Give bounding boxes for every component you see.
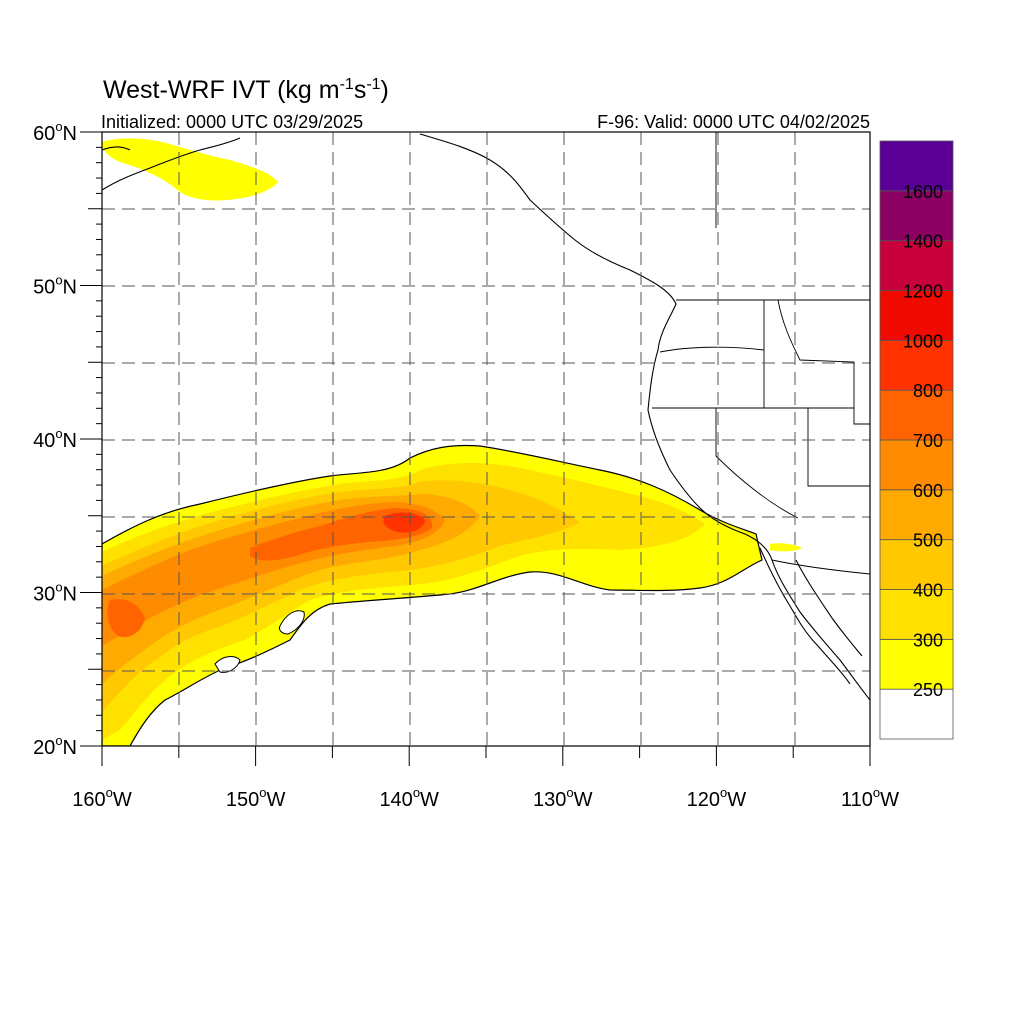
colorbar-box (879, 140, 954, 192)
colorbar-label: 500 (913, 531, 943, 551)
x-tick-label: 110oW (841, 785, 899, 811)
wa-or-border (659, 346, 765, 353)
us-mexico-border (771, 559, 870, 575)
colorbar-box (879, 190, 954, 242)
y-tick-label: 60oN (33, 119, 77, 145)
baja-coastline (759, 547, 851, 685)
y-tick-label: 50oN (33, 273, 77, 299)
coastlines (102, 133, 870, 701)
colorbar-box (879, 290, 954, 341)
ivt-800-area (383, 512, 425, 533)
colorbar-label: 400 (913, 581, 943, 601)
y-tick-label: 30oN (33, 580, 77, 606)
ivt-shading (102, 138, 802, 746)
axis-ticks (80, 131, 871, 766)
x-tick-label: 150oW (226, 785, 286, 811)
colorbar-box (879, 439, 954, 491)
valid-label: F-96: Valid: 0000 UTC 04/02/2025 (597, 112, 870, 132)
x-tick-label: 160oW (72, 785, 132, 811)
ivt-hole-2 (214, 656, 241, 673)
colorbar-box (879, 240, 954, 291)
graticule (102, 132, 870, 746)
colorbar-box (879, 688, 954, 740)
map-area (102, 132, 870, 746)
colorbar-box (879, 339, 954, 391)
colorbar-label: 1400 (903, 232, 943, 252)
nv-ut-border (807, 408, 870, 487)
pacific-coastline (419, 133, 870, 701)
y-tick-label: 20oN (33, 733, 77, 759)
y-tick-label: 40oN (33, 426, 77, 452)
colorbar-label: 1600 (903, 182, 943, 202)
colorbar-label: 250 (913, 680, 943, 700)
colorbar-box (879, 589, 954, 640)
ivt-250-alaska (102, 138, 278, 201)
colorbar-label: 300 (913, 630, 943, 650)
ivt-700-area-west (107, 598, 145, 638)
x-tick-label: 130oW (533, 785, 593, 811)
id-mt-border (777, 299, 870, 425)
x-axis-labels: 160oW 150oW 140oW 130oW 120oW 110oW (72, 785, 899, 811)
colorbar-label: 800 (913, 381, 943, 401)
colorbar-box (879, 539, 954, 590)
x-tick-label: 120oW (687, 785, 747, 811)
colorbar-box (879, 389, 954, 441)
ivt-hole-1 (279, 610, 305, 635)
alaska-coast (102, 137, 241, 191)
colorbar-label: 600 (913, 481, 943, 501)
colorbar: 250 300 400 500 600 700 800 1000 1200 1400 1600 (879, 140, 954, 740)
x-tick-label: 140oW (379, 785, 439, 811)
colorbar-label: 1200 (903, 282, 943, 302)
colorbar-box (879, 638, 954, 690)
aleutian-west (102, 146, 131, 151)
colorbar-label: 700 (913, 431, 943, 451)
map-title: West-WRF IVT (kg m-1s-1) (103, 76, 389, 104)
y-axis-labels: 60oN 50oN 40oN 30oN 20oN (33, 119, 77, 759)
gulf-of-california (795, 559, 863, 657)
ivt-coastal-patch (770, 543, 802, 552)
colorbar-label: 1000 (903, 331, 943, 351)
initialized-label: Initialized: 0000 UTC 03/29/2025 (101, 112, 363, 132)
